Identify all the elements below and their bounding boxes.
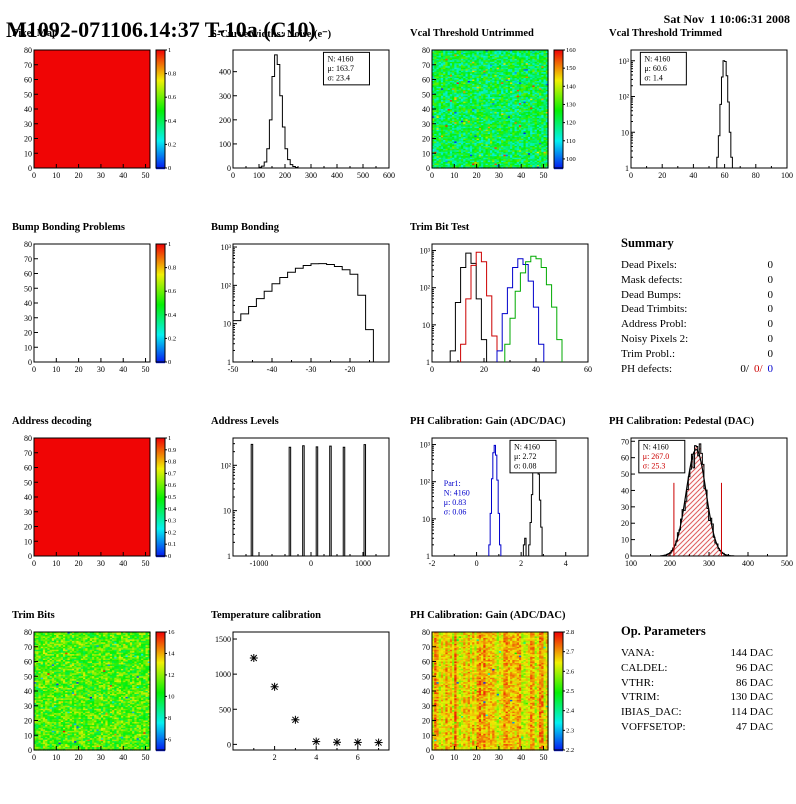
panel-ph-pedestal: PH Calibration: Pedestal (DAC) (601, 416, 796, 610)
row-value: 0 (767, 303, 774, 316)
chart-title: PH Calibration: Pedestal (DAC) (609, 416, 754, 427)
chart-title: Address Levels (211, 416, 279, 427)
row-value: 0 (767, 288, 774, 301)
panel-ph-gain-map: PH Calibration: Gain (ADC/DAC) (402, 610, 601, 804)
chart-title: Bump Bonding (211, 222, 279, 233)
plots-grid: Pixel Map S-Curve widths: Noise (e⁻) Vcal … (4, 28, 796, 792)
chart-canvas (203, 428, 402, 598)
row-label: Dead Trimbits: (621, 303, 688, 316)
op-parameters-panel: Op. Parameters VANA: 144 DAC CALDEL: 96 DAC V… (621, 624, 773, 736)
table-row: CALDEL: 96 DAC (621, 662, 773, 674)
panel-bump-bonding: Bump Bonding (203, 222, 402, 416)
row-value: 0 (767, 259, 774, 271)
table-row: PH defects: 0/0/0 (621, 363, 773, 375)
table-row: VANA: 144 DAC (621, 647, 773, 659)
chart-canvas (402, 40, 601, 210)
table-row: VTHR: 86 DAC (621, 677, 773, 689)
row-label: Dead Pixels: (621, 259, 677, 271)
chart-canvas (203, 40, 402, 210)
chart-title: S-Curve widths: Noise (e⁻) (211, 29, 332, 40)
table-row: Dead Trimbits: 0 (621, 303, 773, 315)
row-value: 0 (767, 347, 774, 360)
chart-canvas (4, 40, 203, 210)
row-value: 0 (767, 273, 774, 286)
chart-title: Pixel Map (12, 28, 58, 39)
table-row: Mask defects: 0 (621, 274, 773, 286)
chart-title: Vcal Threshold Trimmed (609, 28, 722, 39)
panel-vcal-threshold-trimmed: Vcal Threshold Trimmed (601, 28, 796, 222)
summary-panel: Summary Dead Pixels: 0 Mask defects: 0 Dead B… (621, 236, 773, 377)
table-row: Dead Bumps: 0 (621, 289, 773, 301)
chart-title: Temperature calibration (211, 610, 321, 621)
chart-canvas (4, 234, 203, 404)
chart-canvas (402, 234, 601, 404)
row-label: Mask defects: (621, 273, 683, 286)
row-label: VOFFSETOP: (621, 720, 686, 733)
panel-vcal-threshold-untrimmed: Vcal Threshold Untrimmed (402, 28, 601, 222)
chart-canvas (402, 622, 601, 792)
panel-address-levels: Address Levels (203, 416, 402, 610)
row-label: Address Probl: (621, 318, 687, 331)
row-value: 86 DAC (736, 676, 773, 689)
row-value: 114 DAC (730, 706, 773, 719)
panel-bump-bonding-problems: Bump Bonding Problems (4, 222, 203, 416)
chart-title: Vcal Threshold Untrimmed (410, 28, 534, 39)
table-row: Noisy Pixels 2: 0 (621, 333, 773, 345)
chart-title: Bump Bonding Problems (12, 222, 126, 233)
row-value: 0/0/0 (735, 363, 773, 375)
panel-op-parameters: Op. Parameters VANA: 144 DAC CALDEL: 96 DAC V… (601, 610, 796, 804)
chart-canvas (4, 428, 203, 598)
panel-summary: Summary Dead Pixels: 0 Mask defects: 0 Dead B… (601, 222, 796, 416)
row-value-part: 0 (767, 362, 774, 375)
chart-canvas (601, 428, 796, 598)
panel-trim-bits: Trim Bits (4, 610, 203, 804)
chart-title: Address decoding (12, 416, 92, 427)
panel-scurve-noise: S-Curve widths: Noise (e⁻) (203, 28, 402, 222)
row-label: CALDEL: (621, 661, 668, 674)
panel-address-decoding: Address decoding (4, 416, 203, 610)
row-label: PH defects: (621, 362, 673, 375)
panel-temperature-calibration: Temperature calibration (203, 610, 402, 804)
row-value-part: 0/ (740, 362, 749, 375)
row-label: VTHR: (621, 676, 654, 689)
table-row: Trim Probl.: 0 (621, 348, 773, 360)
row-value-part: 0/ (753, 362, 763, 375)
row-label: IBIAS_DAC: (621, 706, 682, 719)
panel-title: Op. Parameters (621, 624, 706, 638)
chart-canvas (402, 428, 601, 598)
row-label: Dead Bumps: (621, 288, 682, 301)
row-value: 47 DAC (736, 720, 773, 733)
row-value: 130 DAC (730, 691, 773, 704)
row-label: VANA: (621, 647, 655, 659)
table-row: Address Probl: 0 (621, 318, 773, 330)
row-label: Trim Probl.: (621, 347, 676, 360)
chart-title: PH Calibration: Gain (ADC/DAC) (410, 416, 566, 427)
table-row: IBIAS_DAC: 114 DAC (621, 706, 773, 718)
row-value: 0 (767, 318, 774, 331)
chart-title: Trim Bit Test (410, 222, 470, 233)
panel-pixel-map: Pixel Map (4, 28, 203, 222)
panel-title: Summary (621, 236, 674, 250)
table-row: VTRIM: 130 DAC (621, 691, 773, 703)
chart-canvas (203, 622, 402, 792)
chart-title: PH Calibration: Gain (ADC/DAC) (410, 610, 566, 621)
chart-title: Trim Bits (12, 610, 55, 621)
panel-trim-bit-test: Trim Bit Test (402, 222, 601, 416)
chart-canvas (203, 234, 402, 404)
panel-ph-gain-hist: PH Calibration: Gain (ADC/DAC) (402, 416, 601, 610)
chart-canvas (601, 40, 796, 210)
chart-canvas (4, 622, 203, 792)
row-value: 96 DAC (736, 661, 773, 674)
row-label: Noisy Pixels 2: (621, 332, 689, 345)
timestamp: Sat Nov 1 10:06:31 2008 (663, 12, 790, 26)
table-row: Dead Pixels: 0 (621, 259, 773, 271)
row-value: 0 (767, 332, 774, 345)
page-title: M1092-071106.14:37 T-10a (C10) (6, 16, 316, 42)
table-row: VOFFSETOP: 47 DAC (621, 721, 773, 733)
row-label: VTRIM: (621, 691, 660, 704)
row-value: 144 DAC (730, 647, 773, 659)
